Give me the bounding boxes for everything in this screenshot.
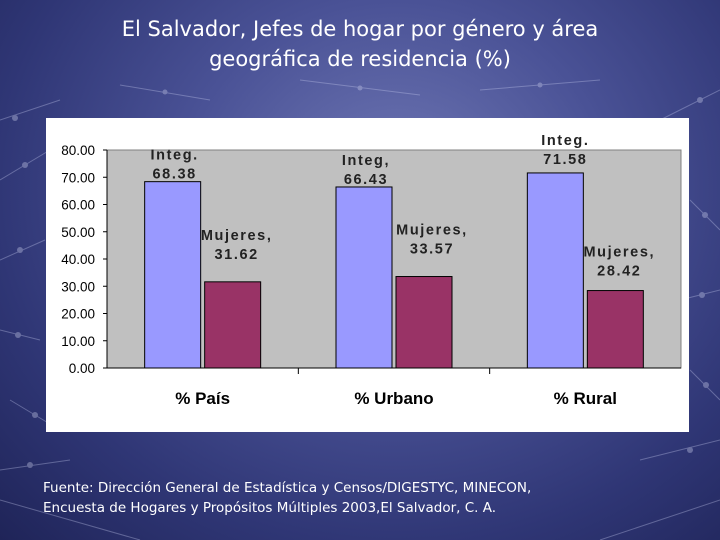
data-label-name: Integ. [541,133,589,149]
plot-area [106,149,682,369]
data-label-value: 66.43 [344,172,388,188]
data-label-name: Mujeres, [201,228,273,244]
x-category-label: % Urbano [354,389,433,408]
x-category-label: % Rural [554,389,617,408]
source-note: Fuente: Dirección General de Estadística… [43,478,693,518]
y-tick-label: 60.00 [61,198,95,213]
data-label-value: 33.57 [410,242,454,258]
chart-panel: 0.00 10.00 20.00 30.00 40.00 50.00 60.00 70.00 8… [46,118,689,432]
data-label-name: Integ, [342,153,390,169]
data-label-value: 71.58 [543,152,587,168]
y-tick-label: 80.00 [61,143,95,158]
bar-mujeres [586,290,644,369]
y-tick-label: 40.00 [61,252,95,267]
slide-title: El Salvador, Jefes de hogar por género y… [40,14,680,74]
data-label-name: Mujeres, [396,223,468,239]
x-category-label: % País [175,389,230,408]
data-label-value: 28.42 [597,264,641,280]
bar-mujeres [395,276,453,369]
data-label-name: Mujeres, [584,245,656,261]
bar-mujeres [204,281,262,369]
y-tick-label: 50.00 [61,225,95,240]
bar-chart: 0.00 10.00 20.00 30.00 40.00 50.00 60.00 70.00 8… [61,133,682,408]
bar-integ [526,172,584,369]
y-tick-label: 10.00 [61,334,95,349]
data-label-value: 68.38 [153,167,197,183]
source-line-1: Fuente: Dirección General de Estadística… [43,480,532,496]
y-tick-label: 30.00 [61,279,95,294]
data-label-name: Integ. [151,148,199,164]
bar-integ [335,186,393,369]
y-tick-label: 0.00 [69,361,95,376]
y-tick-label: 20.00 [61,307,95,322]
bar-integ [144,181,202,369]
slide-title-line-2: geográfica de residencia (%) [209,47,511,71]
slide-title-line-1: El Salvador, Jefes de hogar por género y… [121,17,599,41]
source-line-2: Encuesta de Hogares y Propósitos Múltipl… [43,500,497,516]
y-tick-label: 70.00 [61,170,95,185]
data-label-value: 31.62 [215,247,259,263]
